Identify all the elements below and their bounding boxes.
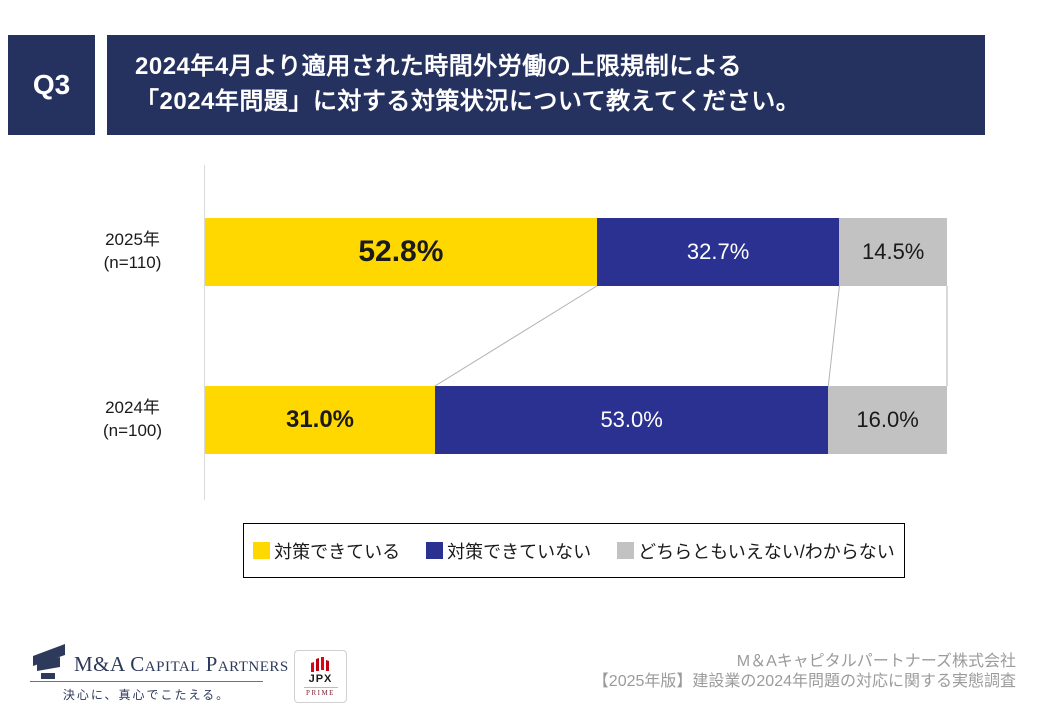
- bar-segment: 31.0%: [205, 386, 436, 454]
- credit-survey-title: 【2025年版】建設業の2024年問題の対応に関する実態調査: [592, 673, 1016, 690]
- connector-line: [827, 285, 840, 387]
- legend-label: 対策できている: [274, 541, 401, 562]
- category-label: 2024年 (n=100): [102, 398, 163, 440]
- stacked-bar: 52.8% 32.7% 14.5%: [205, 218, 947, 286]
- bar-segment: 16.0%: [828, 386, 947, 454]
- y-axis-line: [204, 165, 205, 500]
- question-title-bar: 2024年4月より適用された時間外労働の上限規制による 「2024年問題」に対す…: [107, 35, 985, 135]
- stacked-bar: 31.0% 53.0% 16.0%: [205, 386, 947, 454]
- jpx-divider: [303, 686, 338, 688]
- company-tagline: 決心に、真心でこたえる。: [62, 688, 231, 702]
- company-logo-text: M&A Capital Partners: [74, 652, 289, 676]
- segment-value-label: 52.8%: [358, 235, 444, 268]
- bar-segment: 32.7%: [596, 218, 840, 286]
- legend-swatch: [426, 542, 444, 559]
- segment-value-label: 53.0%: [600, 407, 663, 432]
- category-label: 2025年 (n=110): [103, 230, 162, 272]
- legend-swatch: [253, 542, 271, 559]
- company-logo-icon: [33, 644, 65, 679]
- survey-credit: M＆Aキャピタルパートナーズ株式会社 【2025年版】建設業の2024年問題の対…: [593, 652, 1016, 692]
- bar-segment: 14.5%: [839, 218, 947, 286]
- legend-label: 対策できていない: [447, 541, 592, 562]
- company-logo: M&A Capital Partners 決心に、真心でこたえる。: [30, 643, 288, 703]
- bar-segment: 53.0%: [435, 386, 829, 454]
- legend-label: どちらともいえない/わからない: [638, 541, 895, 562]
- segment-value-label: 16.0%: [856, 407, 919, 432]
- question-number-badge: Q3: [8, 35, 95, 135]
- question-title-line1: 2024年4月より適用された時間外労働の上限規制による: [135, 53, 743, 81]
- jpx-logo-icon: [310, 656, 329, 672]
- chart-legend: 対策できている 対策できていない どちらともいえない/わからない: [243, 523, 905, 578]
- legend-item: 対策できている: [253, 538, 400, 564]
- legend-item: どちらともいえない/わからない: [617, 538, 895, 564]
- question-title-line2: 「2024年問題」に対する対策状況について教えてください。: [135, 88, 801, 115]
- segment-connector-lines: [434, 285, 948, 387]
- segment-value-label: 14.5%: [861, 239, 925, 264]
- segment-value-label: 32.7%: [686, 239, 750, 264]
- logo-rule: [30, 681, 263, 682]
- segment-value-label: 31.0%: [285, 406, 355, 433]
- credit-company: M＆Aキャピタルパートナーズ株式会社: [736, 653, 1016, 670]
- jpx-name: JPX: [308, 672, 333, 685]
- legend-swatch: [617, 542, 635, 559]
- jpx-prime-badge: JPX PRIME: [294, 650, 347, 703]
- jpx-tier: PRIME: [306, 688, 335, 697]
- bar-segment: 52.8%: [205, 218, 597, 286]
- connector-line: [434, 285, 598, 387]
- legend-item: 対策できていない: [426, 538, 591, 564]
